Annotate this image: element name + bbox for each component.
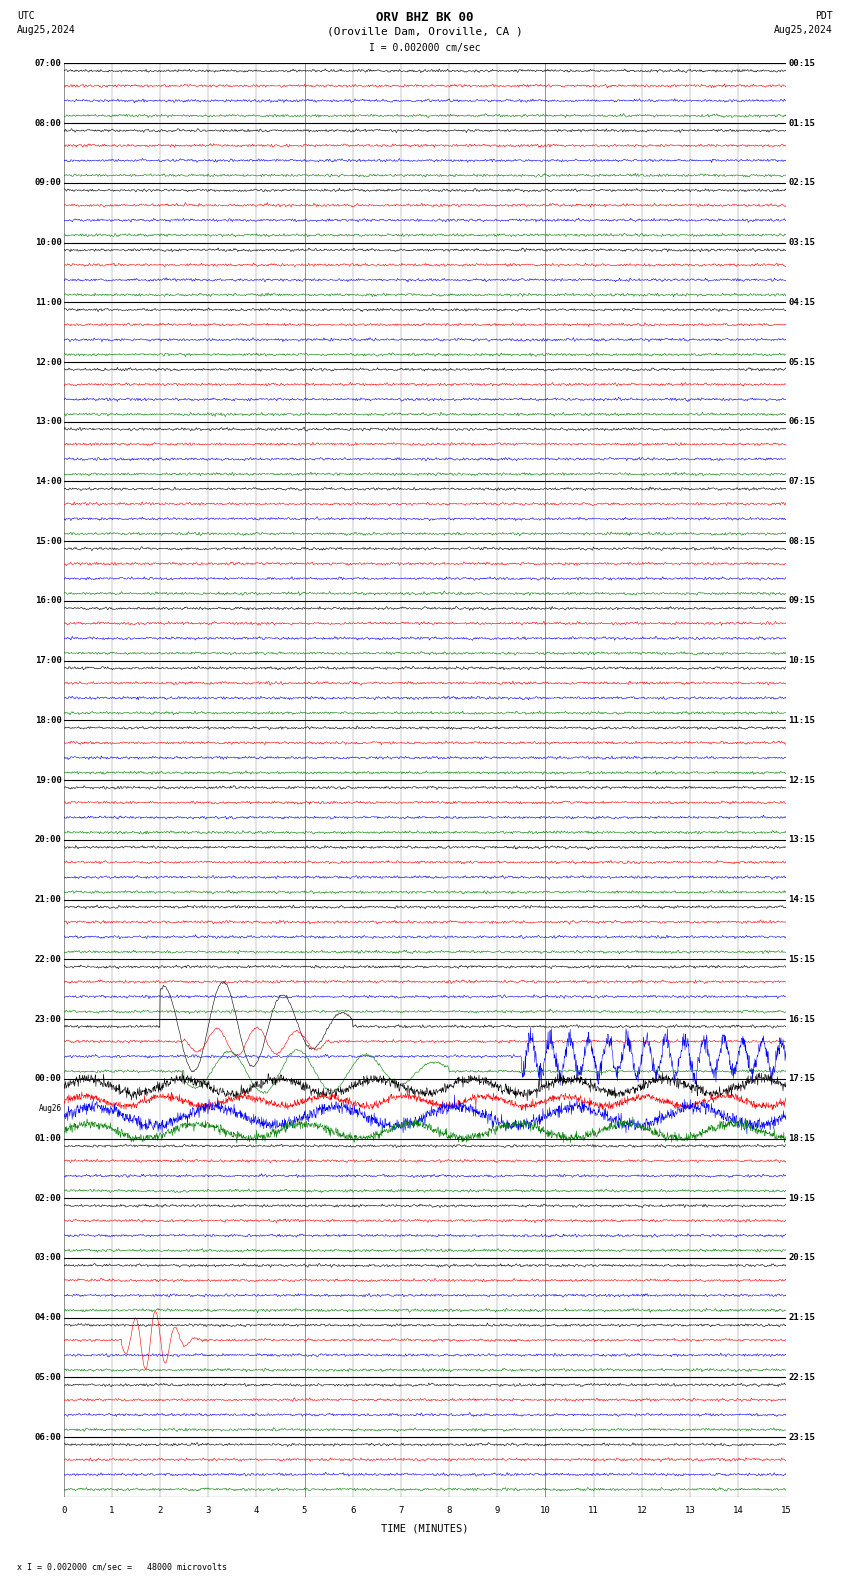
Text: 18:15: 18:15	[789, 1134, 815, 1144]
Text: 05:15: 05:15	[789, 358, 815, 366]
Text: Aug25,2024: Aug25,2024	[774, 25, 833, 35]
Text: 14: 14	[733, 1506, 744, 1514]
Text: 12:15: 12:15	[789, 776, 815, 784]
Text: 19:15: 19:15	[789, 1194, 815, 1202]
Text: 15:00: 15:00	[35, 537, 61, 546]
Text: 23:00: 23:00	[35, 1014, 61, 1023]
Text: 11: 11	[588, 1506, 599, 1514]
Text: 15:15: 15:15	[789, 955, 815, 963]
Text: 13:00: 13:00	[35, 417, 61, 426]
Text: 03:00: 03:00	[35, 1253, 61, 1262]
Text: 10: 10	[540, 1506, 551, 1514]
Text: 6: 6	[350, 1506, 355, 1514]
Text: 10:15: 10:15	[789, 656, 815, 665]
Text: UTC: UTC	[17, 11, 35, 21]
Text: 13:15: 13:15	[789, 835, 815, 844]
Text: 22:15: 22:15	[789, 1373, 815, 1381]
Text: 11:15: 11:15	[789, 716, 815, 725]
Text: 18:00: 18:00	[35, 716, 61, 725]
Text: x I = 0.002000 cm/sec =   48000 microvolts: x I = 0.002000 cm/sec = 48000 microvolts	[17, 1562, 227, 1571]
Text: 02:00: 02:00	[35, 1194, 61, 1202]
Text: 07:00: 07:00	[35, 59, 61, 68]
Text: 13: 13	[684, 1506, 695, 1514]
Text: 05:00: 05:00	[35, 1373, 61, 1381]
Text: I = 0.002000 cm/sec: I = 0.002000 cm/sec	[369, 43, 481, 52]
Text: 19:00: 19:00	[35, 776, 61, 784]
Text: 2: 2	[157, 1506, 162, 1514]
Text: Aug26: Aug26	[38, 1104, 61, 1114]
Text: 7: 7	[399, 1506, 404, 1514]
Text: 23:15: 23:15	[789, 1432, 815, 1441]
Text: 0: 0	[61, 1506, 66, 1514]
Text: 04:00: 04:00	[35, 1313, 61, 1323]
Text: 4: 4	[254, 1506, 259, 1514]
Text: 3: 3	[206, 1506, 211, 1514]
Text: 15: 15	[781, 1506, 791, 1514]
Text: 06:15: 06:15	[789, 417, 815, 426]
Text: PDT: PDT	[815, 11, 833, 21]
Text: 11:00: 11:00	[35, 298, 61, 307]
Text: 00:15: 00:15	[789, 59, 815, 68]
Text: ORV BHZ BK 00: ORV BHZ BK 00	[377, 11, 473, 24]
Text: 21:00: 21:00	[35, 895, 61, 904]
Text: 04:15: 04:15	[789, 298, 815, 307]
Text: 12:00: 12:00	[35, 358, 61, 366]
Text: 08:00: 08:00	[35, 119, 61, 128]
Text: 16:00: 16:00	[35, 597, 61, 605]
Text: 16:15: 16:15	[789, 1014, 815, 1023]
Text: 17:15: 17:15	[789, 1074, 815, 1083]
Text: 8: 8	[446, 1506, 451, 1514]
Text: 06:00: 06:00	[35, 1432, 61, 1441]
Text: 03:15: 03:15	[789, 238, 815, 247]
Text: 14:00: 14:00	[35, 477, 61, 486]
Text: 02:15: 02:15	[789, 179, 815, 187]
Text: 21:15: 21:15	[789, 1313, 815, 1323]
Text: Aug25,2024: Aug25,2024	[17, 25, 76, 35]
Text: TIME (MINUTES): TIME (MINUTES)	[382, 1524, 468, 1533]
Text: 20:15: 20:15	[789, 1253, 815, 1262]
Text: 01:15: 01:15	[789, 119, 815, 128]
Text: 14:15: 14:15	[789, 895, 815, 904]
Text: (Oroville Dam, Oroville, CA ): (Oroville Dam, Oroville, CA )	[327, 27, 523, 36]
Text: 17:00: 17:00	[35, 656, 61, 665]
Text: 00:00: 00:00	[35, 1074, 61, 1083]
Text: 09:00: 09:00	[35, 179, 61, 187]
Text: 01:00: 01:00	[35, 1134, 61, 1144]
Text: 10:00: 10:00	[35, 238, 61, 247]
Text: 9: 9	[495, 1506, 500, 1514]
Text: 5: 5	[302, 1506, 307, 1514]
Text: 08:15: 08:15	[789, 537, 815, 546]
Text: 20:00: 20:00	[35, 835, 61, 844]
Text: 12: 12	[637, 1506, 647, 1514]
Text: 07:15: 07:15	[789, 477, 815, 486]
Text: 1: 1	[110, 1506, 115, 1514]
Text: 09:15: 09:15	[789, 597, 815, 605]
Text: 22:00: 22:00	[35, 955, 61, 963]
